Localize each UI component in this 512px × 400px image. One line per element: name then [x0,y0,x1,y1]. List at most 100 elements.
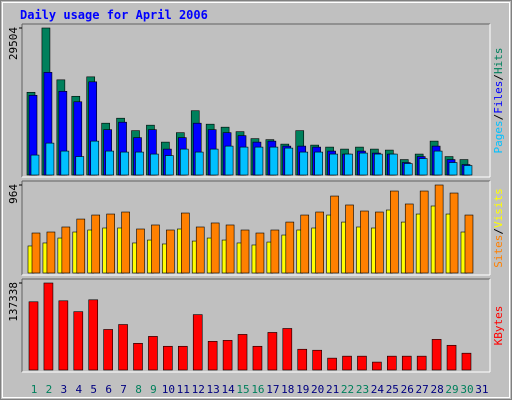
bar [106,213,115,274]
bar [45,142,55,176]
bar [239,146,249,176]
bar [269,146,279,176]
bar [43,282,54,371]
bar [225,224,235,274]
bar [192,314,203,371]
bar [103,329,113,371]
bar [195,226,205,274]
bar [345,204,354,274]
legend-separator: / [492,114,505,121]
bar [165,155,174,176]
bar [88,299,99,371]
x-tick-label: 4 [75,383,82,396]
bar [207,341,218,371]
x-tick-label: 21 [326,383,339,396]
x-tick-label: 10 [162,383,175,396]
legend-separator: / [492,228,505,235]
legend-entry: Hits [492,48,505,75]
x-tick-label: 8 [135,383,142,396]
bar [387,355,397,371]
x-tick-label: 11 [177,383,190,396]
bar [121,211,130,274]
x-tick-label: 26 [401,383,414,396]
x-tick-label: 1 [31,383,38,396]
bar [403,163,413,176]
x-tick-label: 24 [371,383,385,396]
bar [163,345,173,371]
x-tick-label: 5 [90,383,97,396]
x-tick-label: 19 [296,383,309,396]
x-tick-label: 29 [445,383,458,396]
bar [463,165,473,176]
bar [446,344,457,371]
bar [166,229,175,274]
legend: Sites/Visits [492,188,505,268]
bar [372,361,382,371]
x-tick-label: 14 [221,383,235,396]
bar [151,224,160,274]
bar [210,222,220,274]
x-tick-label: 30 [460,383,473,396]
x-tick-label: 9 [150,383,157,396]
x-tick-label: 23 [356,383,369,396]
bar [178,345,188,371]
bar [329,153,338,176]
x-tick-label: 15 [236,383,249,396]
bar [416,355,427,371]
x-tick-label: 3 [61,383,68,396]
legend: Pages/Files/Hits [492,48,505,154]
bar [118,324,128,371]
y-tick-label: 964 [7,184,20,204]
bar [401,355,412,371]
x-tick-label: 27 [416,383,429,396]
bar [315,211,324,274]
legend-separator: / [492,74,505,81]
y-tick-label: 137338 [7,282,20,322]
x-tick-label: 7 [120,383,127,396]
bar [389,153,398,176]
bar [209,148,219,176]
bar [449,192,459,274]
x-tick-label: 13 [207,383,220,396]
bar [330,195,339,274]
bar [180,148,189,176]
bar [73,311,84,371]
bar [90,140,100,176]
x-tick-label: 12 [192,383,205,396]
bar [431,339,442,371]
bar [267,332,278,371]
bar [148,336,158,371]
bar [300,214,310,274]
bar [75,156,85,176]
bar [464,214,474,274]
bar [222,340,233,371]
bar [150,153,159,176]
bar [237,334,248,371]
bar [252,345,263,371]
bar [390,190,399,274]
legend-entry: Sites [492,235,505,268]
bar [240,229,250,274]
bar [327,357,337,371]
legend-entry: Pages [492,120,505,153]
x-tick-label: 6 [105,383,112,396]
x-tick-label: 25 [386,383,399,396]
x-tick-label: 2 [46,383,53,396]
x-tick-label: 31 [475,383,488,396]
bar [255,232,265,274]
bar [404,203,414,274]
bar [448,162,458,176]
bar [30,154,40,176]
x-tick-label: 18 [281,383,294,396]
bar [58,300,69,371]
bar [418,158,428,176]
x-tick-label: 20 [311,383,324,396]
bar [299,151,309,176]
bar [433,150,443,176]
bar [61,226,71,274]
bar [359,152,368,176]
y-tick-label: 29504 [7,27,20,60]
bar [374,153,383,176]
